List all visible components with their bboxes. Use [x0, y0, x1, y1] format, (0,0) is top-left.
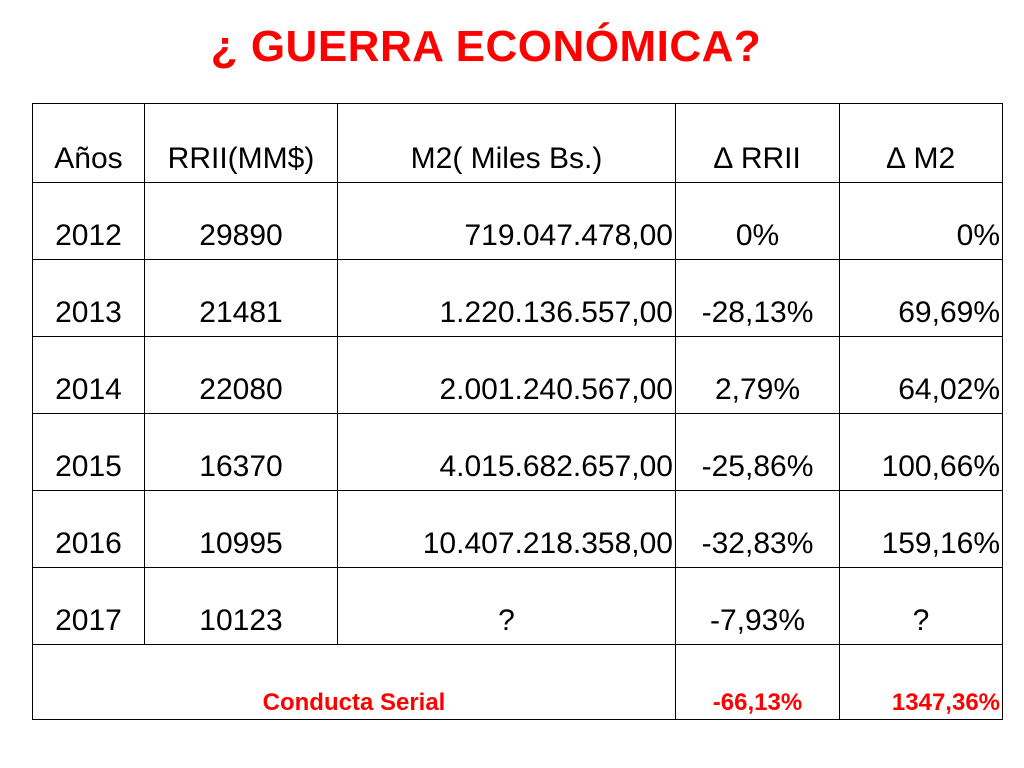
header-m2: M2( Miles Bs.) [337, 103, 676, 183]
cell-delta-rrii: -32,83% [675, 490, 840, 568]
cell-m2: ? [337, 567, 676, 645]
cell-year: 2016 [32, 490, 145, 568]
cell-m2: 1.220.136.557,00 [337, 259, 676, 337]
cell-delta-m2: 69,69% [839, 259, 1003, 337]
cell-delta-m2: 64,02% [839, 336, 1003, 414]
summary-row: Conducta Serial -66,13% 1347,36% [32, 644, 1003, 720]
cell-rrii: 16370 [144, 413, 338, 491]
table-row: 2017 10123 ? -7,93% ? [32, 567, 1003, 645]
table-row: 2012 29890 719.047.478,00 0% 0% [32, 182, 1003, 260]
cell-delta-rrii: -7,93% [675, 567, 840, 645]
table-row: 2016 10995 10.407.218.358,00 -32,83% 159… [32, 490, 1003, 568]
header-anos: Años [32, 103, 145, 183]
cell-rrii: 10995 [144, 490, 338, 568]
cell-delta-m2: ? [839, 567, 1003, 645]
cell-year: 2015 [32, 413, 145, 491]
cell-year: 2012 [32, 182, 145, 260]
cell-delta-rrii: 2,79% [675, 336, 840, 414]
summary-label: Conducta Serial [32, 644, 676, 720]
header-rrii: RRII(MM$) [144, 103, 338, 183]
summary-delta-rrii: -66,13% [675, 644, 840, 720]
cell-m2: 2.001.240.567,00 [337, 336, 676, 414]
cell-delta-m2: 159,16% [839, 490, 1003, 568]
table-header-row: Años RRII(MM$) M2( Miles Bs.) ∆ RRII ∆ M… [32, 103, 1003, 183]
page-title: ¿ GUERRA ECONÓMICA? [210, 22, 762, 71]
cell-year: 2017 [32, 567, 145, 645]
cell-delta-m2: 100,66% [839, 413, 1003, 491]
table-row: 2015 16370 4.015.682.657,00 -25,86% 100,… [32, 413, 1003, 491]
cell-delta-rrii: 0% [675, 182, 840, 260]
cell-rrii: 22080 [144, 336, 338, 414]
cell-rrii: 10123 [144, 567, 338, 645]
table-row: 2013 21481 1.220.136.557,00 -28,13% 69,6… [32, 259, 1003, 337]
header-delta-rrii: ∆ RRII [675, 103, 840, 183]
cell-m2: 10.407.218.358,00 [337, 490, 676, 568]
cell-year: 2014 [32, 336, 145, 414]
cell-year: 2013 [32, 259, 145, 337]
table-row: 2014 22080 2.001.240.567,00 2,79% 64,02% [32, 336, 1003, 414]
data-table: Años RRII(MM$) M2( Miles Bs.) ∆ RRII ∆ M… [32, 103, 1003, 720]
header-delta-m2: ∆ M2 [839, 103, 1003, 183]
cell-m2: 719.047.478,00 [337, 182, 676, 260]
summary-delta-m2: 1347,36% [839, 644, 1003, 720]
cell-delta-rrii: -25,86% [675, 413, 840, 491]
cell-delta-rrii: -28,13% [675, 259, 840, 337]
cell-rrii: 29890 [144, 182, 338, 260]
cell-rrii: 21481 [144, 259, 338, 337]
cell-delta-m2: 0% [839, 182, 1003, 260]
cell-m2: 4.015.682.657,00 [337, 413, 676, 491]
